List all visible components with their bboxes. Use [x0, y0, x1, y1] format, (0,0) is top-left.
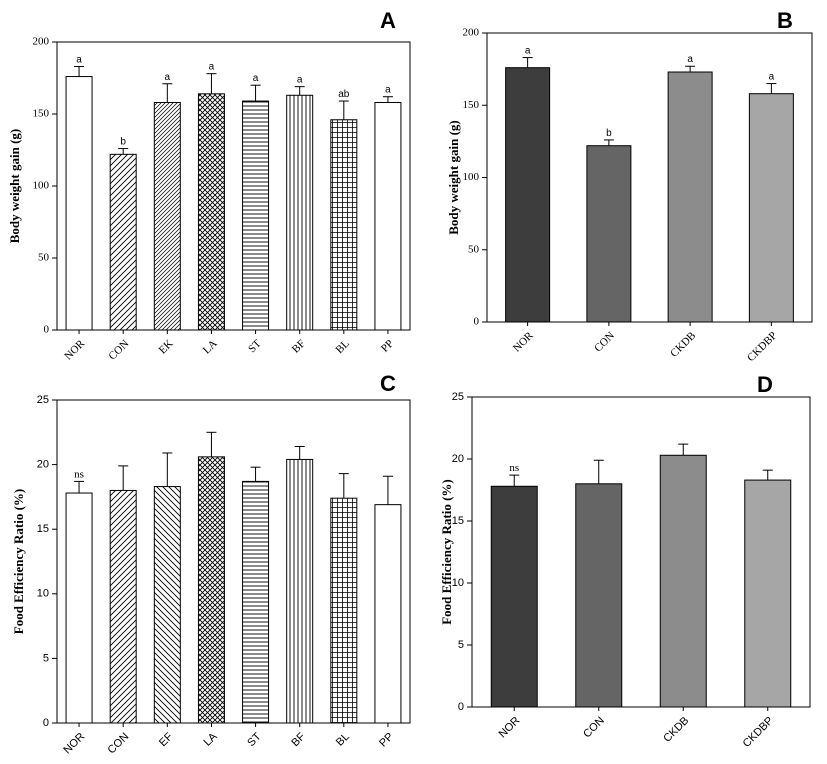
significance-label: a: [385, 85, 391, 96]
plot-frame: [56, 399, 411, 724]
x-tick-label: NOR: [497, 715, 523, 741]
significance-label: a: [76, 54, 82, 65]
x-tick-label: EK: [157, 338, 176, 357]
y-tick-label: 15: [37, 523, 49, 535]
x-tick-label: BF: [289, 730, 308, 749]
y-tick-label: 10: [452, 577, 464, 589]
significance-label: a: [209, 62, 215, 73]
panel-letter: D: [757, 372, 773, 397]
bar: [748, 93, 794, 323]
y-tick-label: 200: [33, 36, 50, 48]
y-tick-label: 5: [458, 639, 464, 651]
bar: [505, 67, 551, 323]
bar: [374, 504, 402, 724]
bar: [109, 153, 137, 331]
bar: [109, 489, 137, 724]
y-tick-label: 10: [37, 588, 49, 600]
bar: [65, 492, 93, 724]
panel-c-food-efficiency-ratio: C 0 5 10 15 20 25 Food Efficiency Ratio (%) ns NO…: [11, 371, 411, 757]
y-axis-label: Body weight gain (g): [7, 129, 22, 243]
bar: [242, 100, 270, 331]
x-tick-label: NOR: [61, 731, 87, 757]
y-tick-label: 5: [43, 652, 49, 664]
x-tick-label: CKDB: [668, 330, 698, 360]
bar: [667, 71, 713, 323]
bar: [659, 454, 707, 708]
bar: [65, 76, 93, 331]
significance-label: ab: [338, 89, 350, 100]
panel-letter: C: [380, 371, 396, 396]
y-tick-label: 0: [43, 717, 49, 729]
x-tick-label: LA: [202, 730, 220, 748]
y-tick-label: 0: [458, 701, 464, 713]
panel-a-body-weight-gain: A 0 50 100 150 200 Body weight gain (g) a NOR b CO…: [7, 8, 411, 363]
significance-label: b: [120, 137, 126, 148]
bar: [286, 94, 314, 331]
bar: [197, 93, 225, 331]
y-axis-label: Food Efficiency Ratio (%): [439, 479, 454, 625]
x-tick-label: PP: [377, 731, 396, 750]
y-tick-label: 20: [37, 459, 49, 471]
y-tick-label: 150: [463, 99, 480, 111]
bar: [153, 486, 181, 724]
bar: [490, 485, 538, 708]
x-tick-label: CKDBP: [741, 715, 776, 750]
y-tick-label: 25: [37, 394, 49, 406]
bar: [374, 101, 402, 331]
bar: [242, 480, 270, 724]
y-tick-label: 100: [463, 171, 480, 183]
significance-label: a: [297, 75, 303, 86]
panel-letter: B: [777, 8, 793, 33]
bar: [586, 145, 632, 323]
panel-b-body-weight-gain: B 0 50 100 150 200 Body weight gain (g) a NOR b CO…: [446, 8, 813, 364]
x-tick-label: NOR: [62, 337, 87, 362]
bar: [286, 458, 314, 724]
plot-frame: [471, 396, 811, 708]
y-tick-label: 50: [468, 243, 480, 255]
panel-letter: A: [380, 8, 396, 33]
bar: [744, 479, 792, 708]
significance-label: a: [687, 54, 693, 65]
y-tick-label: 20: [452, 453, 464, 465]
x-tick-label: BL: [334, 337, 353, 356]
significance-label: ns: [74, 468, 84, 480]
y-tick-label: 200: [463, 27, 480, 39]
y-axis-label: Food Efficiency Ratio (%): [11, 489, 26, 635]
x-tick-label: CKDBP: [745, 330, 779, 364]
y-tick-label: 50: [38, 252, 50, 264]
x-tick-label: LA: [201, 338, 220, 357]
x-tick-label: NOR: [511, 329, 536, 354]
significance-label: b: [606, 128, 612, 139]
x-tick-label: BL: [334, 731, 352, 749]
significance-label: a: [769, 72, 775, 83]
x-tick-label: PP: [379, 338, 396, 355]
bar: [330, 497, 358, 724]
y-axis-label: Body weight gain (g): [446, 120, 461, 234]
y-tick-label: 25: [452, 391, 464, 403]
bar: [153, 101, 181, 331]
x-tick-label: ST: [245, 730, 264, 749]
x-tick-label: CON: [106, 731, 132, 757]
significance-label: a: [253, 73, 259, 84]
y-tick-label: 100: [33, 180, 50, 192]
y-tick-label: 0: [44, 324, 50, 336]
bar: [330, 119, 358, 331]
y-tick-label: 150: [33, 108, 50, 120]
y-tick-label: 0: [474, 316, 480, 328]
significance-label: a: [525, 46, 531, 57]
x-tick-label: CKDB: [661, 715, 691, 745]
bar: [575, 483, 623, 708]
x-tick-label: EF: [157, 730, 176, 749]
x-tick-label: ST: [246, 337, 264, 355]
y-tick-label: 15: [452, 515, 464, 527]
x-tick-label: CON: [592, 330, 617, 355]
significance-label: a: [165, 72, 171, 83]
significance-label: ns: [509, 462, 519, 474]
x-tick-label: CON: [106, 338, 131, 363]
panel-d-food-efficiency-ratio: D 0 5 10 15 20 25 Food Efficiency Ratio (%) ns NO…: [439, 372, 811, 750]
x-tick-label: BF: [290, 338, 308, 356]
x-tick-label: CON: [581, 715, 607, 741]
bar: [197, 456, 225, 724]
